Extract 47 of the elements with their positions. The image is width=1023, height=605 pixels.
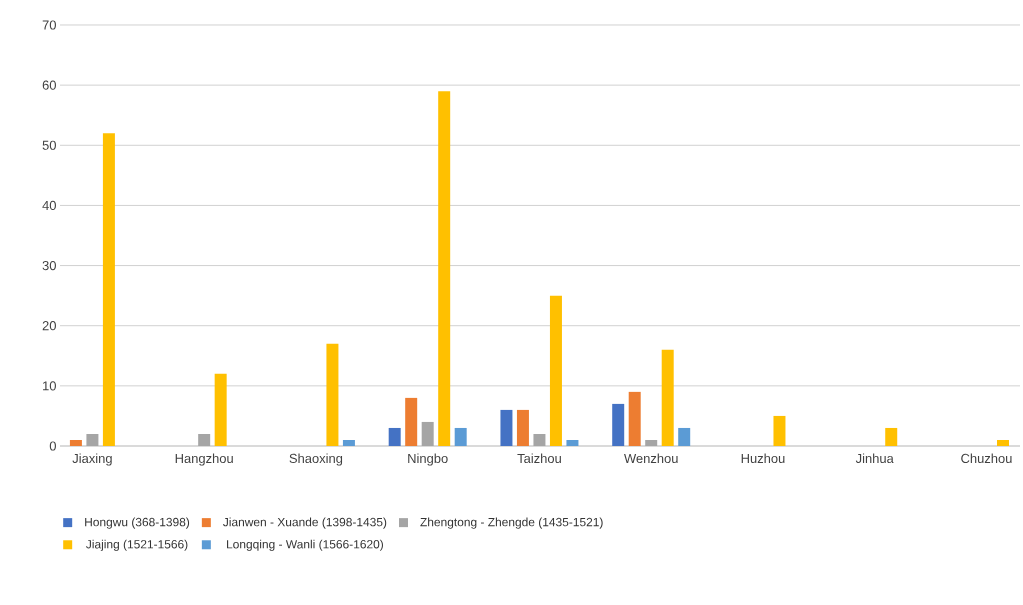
- bar: [326, 343, 339, 446]
- y-tick-label: 60: [42, 80, 56, 90]
- bar: [438, 91, 451, 446]
- legend-label: Hongwu (368-1398): [85, 517, 190, 529]
- x-tick-label: Shaoxing: [289, 453, 343, 466]
- bar: [885, 427, 898, 446]
- y-tick-label: 40: [42, 200, 56, 211]
- y-tick-label: 70: [42, 20, 56, 30]
- bar: [516, 409, 529, 446]
- bar: [612, 403, 625, 446]
- x-tick-label: Hangzhou: [175, 453, 233, 466]
- bar: [678, 427, 691, 446]
- x-tick-label: Wenzhou: [624, 453, 678, 464]
- bar: [405, 397, 418, 446]
- y-tick-label: 10: [43, 381, 56, 391]
- bar: [549, 295, 562, 446]
- legend-label: Jianwen - Xuande (1398-1435): [223, 517, 387, 529]
- bar: [996, 439, 1009, 446]
- x-tick-label: Ningbo: [408, 453, 448, 466]
- bar: [198, 433, 211, 446]
- x-tick-label: Taizhou: [517, 453, 561, 464]
- legend-label: Zhengtong - Zhengde (1435-1521): [420, 517, 603, 529]
- bar: [102, 133, 115, 446]
- y-tick-label: 50: [42, 140, 56, 150]
- legend-label: Longqing - Wanli (1566-1620): [227, 539, 383, 551]
- x-tick-label: Chuzhou: [961, 453, 1012, 464]
- y-tick-label: 0: [49, 441, 56, 451]
- bar: [421, 421, 434, 446]
- x-tick-label: Jinhua: [855, 453, 894, 464]
- bar: [86, 433, 99, 446]
- bar: [645, 439, 658, 446]
- bar: [500, 409, 513, 446]
- bar: [661, 349, 674, 446]
- bar: [454, 427, 467, 446]
- bar: [388, 427, 401, 446]
- bar: [214, 373, 227, 446]
- x-tick-label: Huzhou: [741, 453, 785, 464]
- bar: [566, 439, 579, 446]
- legend-label: Jiajing (1521-1566): [86, 539, 188, 551]
- y-tick-label: 30: [42, 260, 56, 271]
- bar: [533, 433, 546, 446]
- bar: [628, 391, 641, 446]
- bar: [773, 415, 786, 446]
- bar: [69, 439, 82, 446]
- y-tick-label: 20: [42, 321, 56, 331]
- x-tick-label: Jiaxing: [72, 453, 112, 466]
- bar: [342, 439, 355, 446]
